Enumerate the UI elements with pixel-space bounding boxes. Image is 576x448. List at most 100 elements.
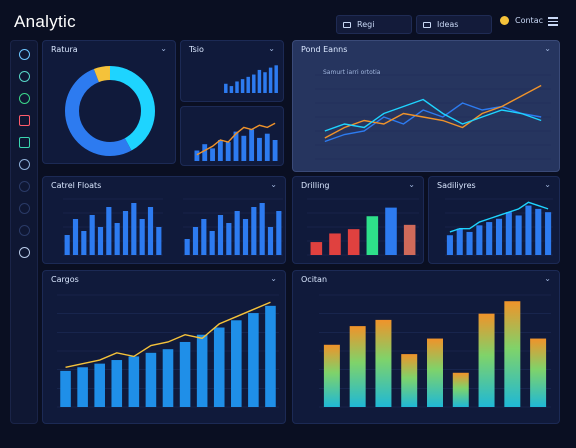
alert-icon[interactable]	[19, 115, 30, 126]
bar	[184, 239, 190, 255]
bar	[60, 370, 71, 407]
chevron-down-icon[interactable]: ⌄	[268, 44, 275, 53]
mail-icon[interactable]	[19, 137, 30, 148]
bar	[530, 338, 547, 407]
bar	[257, 69, 262, 93]
chevron-down-icon[interactable]: ⌄	[544, 274, 551, 283]
bar	[251, 207, 257, 255]
bar	[349, 326, 366, 407]
panel-title: Ocitan	[301, 275, 328, 284]
bar	[226, 223, 232, 255]
chart-icon[interactable]	[19, 93, 30, 104]
panel-title: Tsio	[189, 45, 204, 54]
layers-icon[interactable]	[19, 71, 30, 82]
bar	[213, 327, 225, 407]
chevron-down-icon[interactable]: ⌄	[270, 274, 277, 283]
bar	[264, 133, 270, 161]
bar	[77, 367, 88, 407]
bar	[97, 227, 104, 255]
home-icon[interactable]	[19, 49, 30, 60]
bar	[114, 223, 120, 255]
bar	[452, 372, 469, 407]
settings-icon[interactable]	[19, 159, 30, 170]
bar	[231, 320, 242, 407]
bar	[139, 219, 145, 255]
bar	[267, 227, 274, 255]
profile-label: Contac	[515, 16, 543, 25]
control-bar-chart	[63, 198, 283, 256]
bar	[268, 67, 273, 93]
bar	[233, 131, 239, 161]
sadi-bar-chart	[445, 198, 553, 256]
profile-button[interactable]: Contac	[500, 16, 543, 25]
bar	[257, 137, 262, 161]
bar	[272, 140, 278, 161]
cargos-panel: Cargos ⌄	[42, 270, 286, 424]
bar	[201, 219, 207, 255]
ideas-button[interactable]: Ideas	[416, 15, 492, 34]
bar	[446, 235, 453, 255]
avatar	[500, 16, 509, 25]
cloud-icon[interactable]	[19, 203, 30, 214]
ocean-gradient-bar-chart	[319, 294, 551, 408]
donut-chart	[65, 66, 155, 156]
bar	[274, 65, 278, 93]
bar	[122, 211, 129, 255]
ocean-panel: Ocitan ⌄	[292, 270, 560, 424]
bar	[72, 219, 79, 255]
menu-icon[interactable]	[548, 17, 558, 26]
bar	[145, 352, 157, 407]
control-panel: Catrel Floats ⌄	[42, 176, 286, 264]
chevron-down-icon[interactable]: ⌄	[408, 180, 415, 189]
ideas-label: Ideas	[437, 20, 459, 29]
bar	[366, 216, 379, 255]
chevron-down-icon[interactable]: ⌄	[270, 180, 277, 189]
chevron-down-icon[interactable]: ⌄	[160, 44, 167, 53]
app-title: Analytic	[14, 12, 76, 31]
bar	[241, 135, 247, 161]
chevron-down-icon[interactable]: ⌄	[544, 180, 551, 189]
daily-bar-chart	[307, 198, 419, 256]
regi-button[interactable]: Regi	[336, 15, 412, 34]
bar	[495, 218, 503, 255]
bar	[329, 233, 341, 255]
bar	[64, 235, 70, 255]
bar	[202, 144, 208, 161]
bar	[225, 142, 231, 161]
bar	[259, 203, 265, 255]
bar	[235, 81, 239, 93]
bar	[246, 76, 250, 93]
bar	[179, 341, 191, 407]
user-icon[interactable]	[19, 181, 30, 192]
chart-legend: Samurt iarri ortotia	[323, 69, 381, 76]
bar	[131, 203, 137, 255]
panel-title: Drilling	[301, 181, 330, 190]
logout-icon[interactable]	[19, 247, 30, 258]
grid-icon[interactable]	[19, 225, 30, 236]
bar	[217, 140, 223, 161]
sidebar	[10, 40, 38, 424]
bar	[162, 349, 174, 407]
bar	[128, 356, 140, 407]
cargos-chart	[57, 294, 279, 408]
bar	[156, 227, 162, 255]
bar	[505, 212, 512, 255]
panel-title: Catrel Floats	[51, 181, 102, 190]
bar	[192, 227, 199, 255]
bar	[385, 207, 397, 255]
bar	[276, 211, 282, 255]
bar	[106, 207, 112, 255]
chevron-down-icon[interactable]: ⌄	[544, 44, 551, 53]
panel-title: Sadiliyres	[437, 181, 476, 190]
series-line	[449, 201, 549, 233]
bar	[401, 354, 418, 407]
panel-title: Pond Eanns	[301, 45, 348, 54]
bar	[456, 228, 463, 255]
bar	[240, 79, 245, 93]
bar	[111, 360, 123, 407]
bar	[265, 305, 276, 407]
donut-slice	[65, 66, 155, 156]
sadi-panel: Sadiliyres ⌄	[428, 176, 560, 264]
series-line	[324, 84, 542, 139]
series-line	[324, 98, 542, 132]
